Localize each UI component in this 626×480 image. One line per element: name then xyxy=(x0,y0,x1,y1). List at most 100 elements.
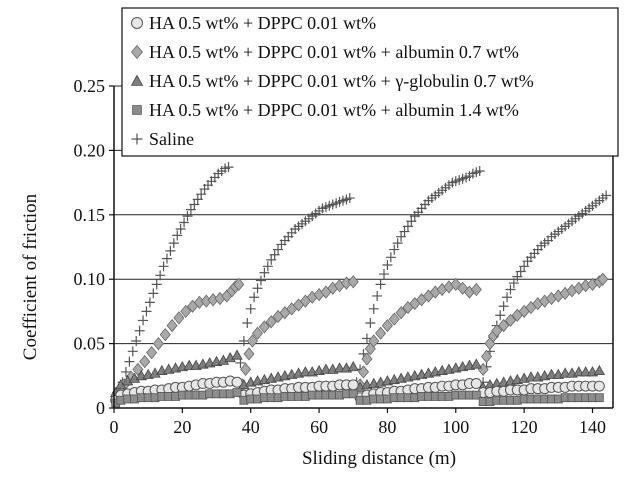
data-point-plus xyxy=(168,238,179,249)
y-tick-label: 0.15 xyxy=(74,205,106,225)
data-point-triangle xyxy=(593,364,606,376)
data-point-plus xyxy=(399,226,410,237)
data-point-diamond xyxy=(166,318,178,333)
series-layer xyxy=(110,162,612,408)
data-point-triangle xyxy=(573,366,585,377)
data-point-plus xyxy=(269,249,280,260)
data-point-square xyxy=(348,389,358,399)
data-point-diamond xyxy=(258,320,270,334)
data-point-triangle xyxy=(525,371,537,382)
x-tick-label: 60 xyxy=(310,417,328,437)
data-point-plus xyxy=(515,266,526,277)
data-point-plus xyxy=(124,356,135,367)
x-axis-label: Sliding distance (m) xyxy=(302,448,456,469)
data-point-plus xyxy=(144,297,155,308)
data-point-plus xyxy=(134,325,145,336)
data-point-triangle xyxy=(183,359,195,370)
data-point-plus xyxy=(262,261,273,272)
data-point-plus xyxy=(120,366,131,377)
legend-label: HA 0.5 wt% + DPPC 0.01 wt% xyxy=(149,13,376,33)
data-point-plus xyxy=(512,271,523,282)
data-point-diamond xyxy=(146,345,158,360)
data-point-diamond xyxy=(233,277,245,291)
data-point-plus xyxy=(402,221,413,232)
legend: HA 0.5 wt% + DPPC 0.01 wt% HA 0.5 wt% + D… xyxy=(121,7,619,157)
data-point-plus xyxy=(392,238,403,249)
data-point-circle xyxy=(593,380,605,392)
y-tick-label: 0.05 xyxy=(74,334,106,354)
data-point-diamond xyxy=(246,334,258,348)
legend-label: Saline xyxy=(149,129,194,149)
data-point-plus xyxy=(406,216,417,227)
data-point-plus xyxy=(245,303,256,314)
data-point-plus xyxy=(138,315,149,326)
data-point-diamond xyxy=(159,327,171,342)
data-point-plus xyxy=(161,253,172,264)
y-tick-label: 0 xyxy=(96,398,105,418)
data-point-plus xyxy=(255,275,266,286)
series-3 xyxy=(111,388,604,408)
data-point-plus xyxy=(151,279,162,290)
data-point-plus xyxy=(382,260,393,271)
data-point-diamond xyxy=(375,326,387,340)
data-point-circle xyxy=(470,378,482,390)
data-point-plus xyxy=(495,310,506,321)
series-2 xyxy=(110,349,606,397)
data-point-diamond xyxy=(347,275,359,289)
data-point-diamond xyxy=(265,315,277,329)
series-1 xyxy=(111,272,609,400)
data-point-triangle xyxy=(559,367,571,378)
data-point-plus xyxy=(389,244,400,255)
data-point-plus xyxy=(259,267,270,278)
data-point-plus xyxy=(182,211,193,222)
data-point-plus xyxy=(396,231,407,242)
x-tick-label: 40 xyxy=(242,417,260,437)
data-point-square xyxy=(232,388,242,397)
data-point-plus xyxy=(192,194,203,205)
data-point-triangle xyxy=(299,366,312,377)
data-point-plus xyxy=(127,346,138,357)
data-point-diamond xyxy=(368,334,380,348)
data-point-plus xyxy=(249,292,260,303)
data-point-plus xyxy=(165,245,176,256)
data-point-plus xyxy=(179,217,190,228)
data-point-plus xyxy=(175,223,186,234)
data-point-plus xyxy=(379,269,390,280)
legend-marker-square xyxy=(132,105,142,115)
data-point-diamond xyxy=(450,277,462,291)
data-point-triangle xyxy=(347,360,359,372)
legend-box xyxy=(121,7,619,157)
data-point-diamond xyxy=(481,349,493,364)
data-point-square xyxy=(471,390,481,400)
legend-marker-plus xyxy=(131,133,143,145)
data-point-plus xyxy=(196,189,207,200)
legend-marker-triangle xyxy=(130,74,144,86)
data-point-diamond xyxy=(240,362,252,376)
data-point-diamond xyxy=(357,365,370,379)
data-point-diamond xyxy=(252,326,264,340)
data-point-plus xyxy=(141,306,152,317)
y-tick-label: 0.10 xyxy=(74,269,106,289)
data-point-plus xyxy=(242,317,253,328)
y-axis-label: Coefficient of friction xyxy=(20,193,41,360)
legend-label: HA 0.5 wt% + DPPC 0.01 wt% + albumin 0.7… xyxy=(149,42,519,62)
data-point-diamond xyxy=(152,336,164,351)
data-point-plus xyxy=(508,278,519,289)
data-point-plus xyxy=(375,279,386,290)
data-point-plus xyxy=(474,166,485,177)
data-point-plus xyxy=(148,288,159,299)
data-point-plus xyxy=(372,290,383,301)
data-point-plus xyxy=(601,190,612,201)
data-point-plus xyxy=(368,303,379,314)
x-tick-label: 140 xyxy=(579,417,606,437)
data-point-diamond xyxy=(470,282,482,297)
data-point-plus xyxy=(131,336,142,347)
data-point-diamond xyxy=(388,312,400,326)
data-point-plus xyxy=(365,317,376,328)
data-point-triangle xyxy=(470,358,482,369)
legend-label: HA 0.5 wt% + DPPC 0.01 wt% + γ-globulin … xyxy=(149,71,534,91)
data-point-plus xyxy=(273,244,284,255)
x-tick-label: 20 xyxy=(173,417,191,437)
